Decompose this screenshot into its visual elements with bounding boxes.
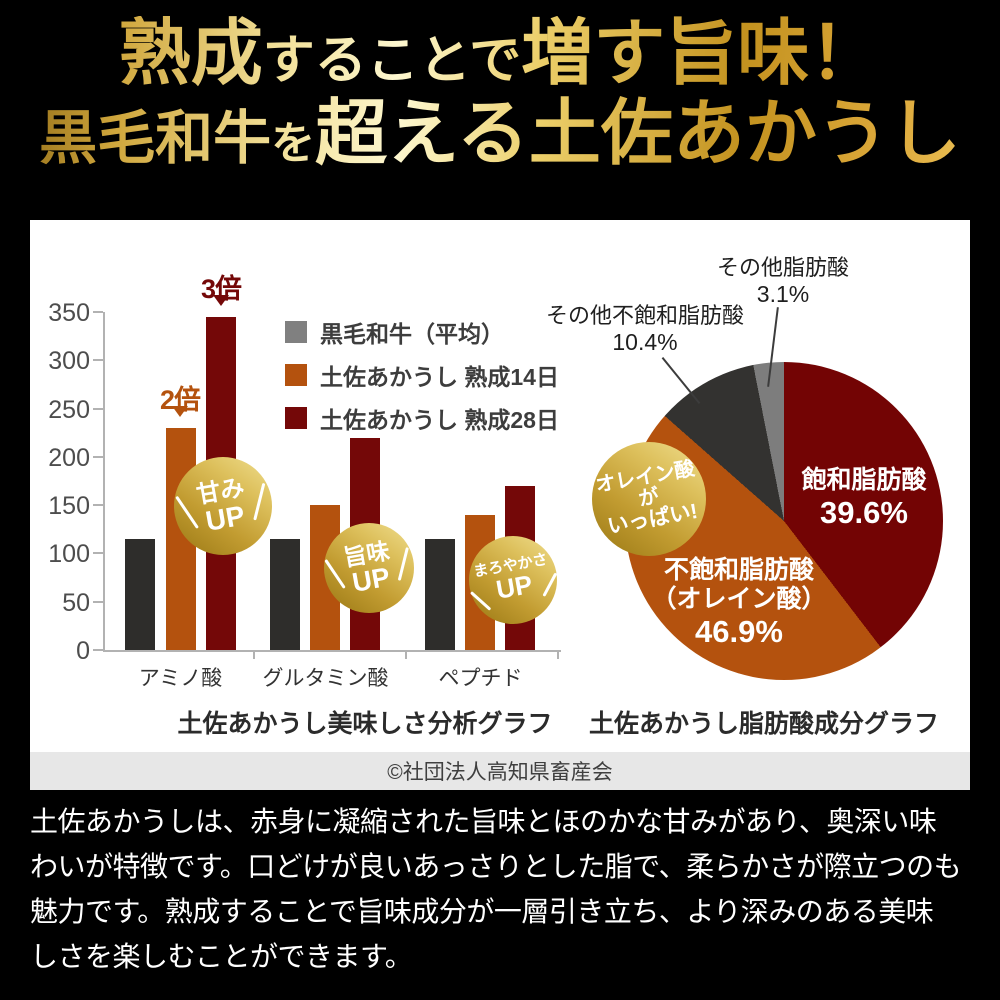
y-tick-label: 50 (62, 588, 90, 617)
pie-label-saturated: 飽和脂肪酸 39.6% (774, 466, 954, 531)
x-axis-line (103, 650, 561, 652)
attribution-text: ©社団法人高知県畜産会 (387, 761, 613, 784)
title-seg: 超える土佐あかうし (315, 93, 961, 174)
y-tick-mark (93, 649, 103, 651)
slash-right-icon (253, 482, 266, 521)
badge-content: オレイン酸が いっぱい! (583, 433, 715, 565)
bar-グルタミン酸-series0 (270, 538, 300, 650)
pie-label-unsaturated: 不飽和脂肪酸 （オレイン酸） 46.9% (624, 556, 854, 650)
annotation-3x-text: 3倍 (200, 274, 242, 304)
y-tick-mark (93, 455, 103, 458)
footer-line: わいが特徴です。口どけが良いあっさりとした脂で、柔らかさが際立つのも (30, 851, 962, 882)
badge-umami-up: 旨味 UP (324, 523, 414, 613)
down-arrow-icon (172, 406, 188, 434)
y-axis-line (103, 312, 105, 652)
bar-chart-title: 土佐あかうし美味しさ分析グラフ (177, 710, 553, 738)
badge-text: UP (349, 561, 393, 598)
y-tick-label: 150 (48, 492, 90, 521)
pie-slice-value: 3.1% (756, 281, 810, 308)
footer-line: 土佐あかうしは、赤身に凝縮された旨味とほのかな甘みがあり、奥深い味 (30, 806, 937, 837)
y-tick-mark (93, 600, 103, 603)
legend-item-1: 土佐あかうし 熟成14日 (285, 358, 559, 392)
x-axis-tick (557, 652, 559, 659)
badge-content: 旨味 UP (317, 516, 421, 620)
y-tick-mark (93, 311, 103, 313)
down-arrow-icon (213, 295, 229, 323)
main-title-line1: 熟成することで増す旨味！ (0, 16, 1000, 94)
slash-left-icon (175, 495, 199, 529)
y-tick-mark (93, 359, 103, 362)
badge-oleic-acid: オレイン酸が いっぱい! (592, 442, 706, 556)
pie-slice-value: 10.4% (612, 329, 678, 356)
pie-slice-label: その他不飽和脂肪酸 (545, 303, 744, 328)
annotation-3x: 3倍 (181, 267, 261, 324)
y-tick-mark (93, 407, 103, 410)
bar-アミノ酸-series0 (125, 538, 155, 650)
callout-line-other-unsaturated (661, 356, 701, 405)
badge-text: UP (203, 499, 248, 537)
pie-label-other-unsaturated: その他不飽和脂肪酸 10.4% (520, 303, 770, 357)
badge-maroyakasa-up: まろやかさ UP (469, 536, 558, 624)
badge-content: 甘み UP (166, 449, 280, 563)
footer-line: 魅力です。熟成することで旨味成分が一層引き立ち、より深みのある美味 (30, 896, 934, 927)
y-tick-label: 200 (48, 443, 90, 472)
x-label-アミノ酸: アミノ酸 (138, 667, 223, 690)
legend-item-2: 土佐あかうし 熟成28日 (285, 401, 559, 435)
footer-description: 土佐あかうしは、赤身に凝縮された旨味とほのかな甘みがあり、奥深い味 わいが特徴で… (30, 790, 970, 979)
annotation-2x-text: 2倍 (159, 385, 201, 415)
bar-ペプチド-series0 (425, 538, 455, 650)
title-seg: 増す旨味！ (521, 14, 882, 94)
y-tick-label: 300 (48, 347, 90, 376)
attribution-bar: ©社団法人高知県畜産会 (30, 752, 970, 790)
legend-label: 土佐あかうし 熟成28日 (320, 407, 559, 433)
title-seg: 熟成 (118, 14, 263, 94)
header: 熟成することで増す旨味！ 黒毛和牛を超える土佐あかうし (0, 0, 1000, 220)
main-title-line2: 黒毛和牛を超える土佐あかうし (0, 96, 1000, 174)
legend-label: 黒毛和牛（平均） (320, 321, 504, 347)
pie-chart: 飽和脂肪酸 39.6% 不飽和脂肪酸 （オレイン酸） 46.9% その他脂肪酸 … (30, 220, 970, 752)
x-axis-tick (253, 652, 255, 659)
y-tick-mark (93, 504, 103, 507)
title-seg: することで (262, 33, 522, 90)
y-tick-label: 0 (76, 637, 90, 665)
footer-line: しさを楽しむことができます。 (30, 941, 413, 972)
x-label-ペプチド: ペプチド (438, 667, 523, 690)
pie-label-other-fat: その他脂肪酸 3.1% (683, 255, 883, 309)
slash-left-icon (324, 559, 346, 589)
slash-right-icon (397, 547, 409, 581)
legend-item-0: 黒毛和牛（平均） (285, 315, 559, 349)
title-seg: を (271, 118, 316, 168)
legend-swatch (285, 364, 307, 386)
legend-swatch (285, 321, 307, 343)
y-tick-label: 250 (48, 395, 90, 424)
bar-chart-legend: 黒毛和牛（平均） 土佐あかうし 熟成14日 土佐あかうし 熟成28日 (285, 315, 559, 444)
pie-slice-label: 飽和脂肪酸 (801, 466, 927, 494)
pie-slice-value: 39.6% (820, 495, 908, 530)
legend-label: 土佐あかうし 熟成14日 (320, 364, 559, 390)
pie-slice-value: 46.9% (695, 614, 783, 649)
y-tick-mark (93, 552, 103, 555)
x-label-グルタミン酸: グルタミン酸 (262, 667, 389, 690)
y-tick-label: 100 (48, 540, 90, 569)
pie-chart-title: 土佐あかうし脂肪酸成分グラフ (588, 710, 939, 738)
bar-chart: 0 50 100 150 200 250 300 350 アミノ酸 グルタミン酸 ペプチド 黒毛和… (30, 220, 970, 752)
charts-panel: 0 50 100 150 200 250 300 350 アミノ酸 グルタミン酸 ペプチド 黒毛和… (30, 220, 970, 752)
pie-slice-label: （オレイン酸） (651, 585, 827, 613)
badge-amami-up: 甘み UP (174, 457, 272, 555)
title-seg: 黒毛和牛 (39, 105, 272, 171)
pie-slice-label: その他脂肪酸 (716, 255, 849, 280)
pie-slice-label: 不飽和脂肪酸 (663, 556, 814, 584)
y-tick-label: 350 (48, 299, 90, 327)
x-axis-tick (405, 652, 407, 659)
badge-content: まろやかさ UP (462, 529, 564, 631)
annotation-2x: 2倍 (140, 378, 220, 435)
legend-swatch (285, 407, 307, 429)
